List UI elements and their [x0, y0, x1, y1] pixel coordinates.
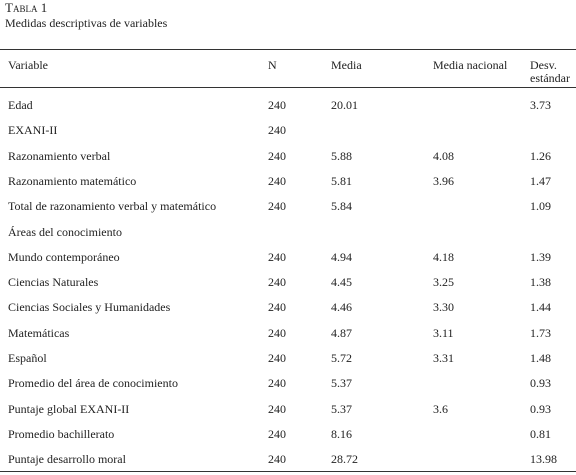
table-cell: 3.11	[433, 325, 454, 340]
header-cell: Media nacional	[433, 58, 508, 72]
table-cell: 1.38	[530, 275, 551, 290]
table-cell: 240	[268, 275, 286, 290]
header-cell: Media	[331, 58, 362, 72]
table-cell: Puntaje desarrollo moral	[8, 452, 126, 467]
table-cell: 240	[268, 249, 286, 264]
table-cell: 1.73	[530, 325, 551, 340]
table-cell: 8.16	[331, 426, 352, 441]
table-cell: 5.84	[331, 199, 352, 214]
table-cell: 240	[268, 452, 286, 467]
table-cell: 13.98	[530, 452, 557, 467]
table-cell: 3.96	[433, 173, 454, 188]
table-cell: Mundo contemporáneo	[8, 249, 120, 264]
table-cell: Total de razonamiento verbal y matemátic…	[8, 199, 217, 214]
table-cell: 240	[268, 426, 286, 441]
table-cell: 28.72	[331, 452, 358, 467]
table-cell: 240	[268, 325, 286, 340]
top-rule	[0, 49, 576, 50]
table-cell: 4.87	[331, 325, 352, 340]
table-cell: Ciencias Sociales y Humanidades	[8, 300, 171, 315]
table-cell: 4.18	[433, 249, 454, 264]
table-cell: 3.73	[530, 98, 551, 112]
table-cell: Puntaje global EXANI-II	[8, 401, 130, 416]
table-cell: 0.93	[530, 376, 551, 391]
table-cell: 240	[268, 123, 286, 138]
table-cell: 5.81	[331, 173, 352, 188]
header-rule	[0, 87, 576, 88]
table-cell: Matemáticas	[8, 325, 70, 340]
table-cell: 1.47	[530, 173, 551, 188]
table-cell: EXANI-II	[8, 123, 58, 138]
table-cell: Razonamiento matemático	[8, 173, 137, 188]
header-cell: Desv. estándar	[530, 58, 570, 85]
table-cell: 5.72	[331, 351, 352, 365]
table-cell: 20.01	[331, 98, 358, 112]
table-cell: 4.08	[433, 148, 454, 163]
table-cell: 240	[268, 351, 286, 365]
table-cell: Promedio del área de conocimiento	[8, 376, 178, 391]
table-cell: 1.39	[530, 249, 551, 264]
table-cell: 240	[268, 173, 286, 188]
table-cell: 240	[268, 300, 286, 315]
table-cell: Áreas del conocimiento	[8, 224, 122, 239]
table-cell: 4.46	[331, 300, 352, 315]
bottom-rule	[0, 471, 576, 472]
table-cell: 5.88	[331, 148, 352, 163]
table-cell: 1.48	[530, 351, 551, 365]
table-title: Medidas descriptivas de variables	[5, 16, 168, 30]
table-cell: 1.26	[530, 148, 551, 163]
table-cell: Ciencias Naturales	[8, 275, 99, 290]
table-cell: 1.44	[530, 300, 551, 315]
table-cell: 240	[268, 376, 286, 391]
table-cell: 1.09	[530, 199, 551, 214]
table-cell: 240	[268, 98, 286, 112]
table-cell: 240	[268, 401, 286, 416]
table-cell: 240	[268, 199, 286, 214]
table-cell: 0.93	[530, 401, 551, 416]
table-cell: Promedio bachillerato	[8, 426, 115, 441]
table-cell: 240	[268, 148, 286, 163]
table-cell: 3.6	[433, 401, 448, 416]
table-cell: 3.25	[433, 275, 454, 290]
table-cell: 3.31	[433, 351, 454, 365]
table-cell: Edad	[8, 98, 33, 112]
table-cell: 0.81	[530, 426, 551, 441]
header-cell: Variable	[8, 58, 48, 72]
table-cell: 4.45	[331, 275, 352, 290]
table-cell: 3.30	[433, 300, 454, 315]
table-cell: Español	[8, 351, 47, 365]
table-cell: 4.94	[331, 249, 352, 264]
header-cell: N	[268, 58, 277, 72]
table-label: Tabla 1	[5, 0, 48, 15]
table-cell: Razonamiento verbal	[8, 148, 111, 163]
table-cell: 5.37	[331, 401, 352, 416]
table-cell: 5.37	[331, 376, 352, 391]
